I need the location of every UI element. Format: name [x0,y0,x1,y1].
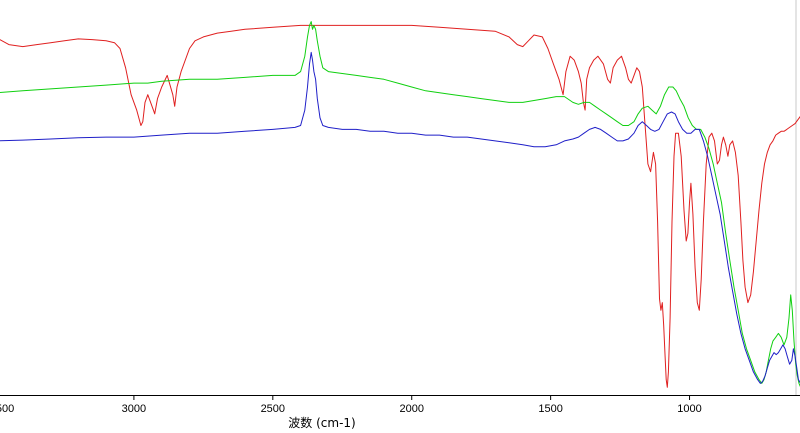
x-tick-label-3000: 3000 [122,403,146,415]
spectrum-line-red [0,24,800,388]
x-tick-label-2000: 2000 [399,403,423,415]
series-layer [0,21,800,388]
spectrum-line-blue [0,51,800,384]
spectrum-line-green [0,21,800,387]
x-tick-label-1000: 1000 [677,403,701,415]
x-tick-label-3500: 3500 [0,403,14,415]
x-axis-title: 波数 (cm-1) [288,415,355,430]
x-tick-label-1500: 1500 [538,403,562,415]
x-axis-ticks: 3500 3000 2500 2000 1500 1000 [0,395,702,415]
x-tick-label-2500: 2500 [261,403,285,415]
